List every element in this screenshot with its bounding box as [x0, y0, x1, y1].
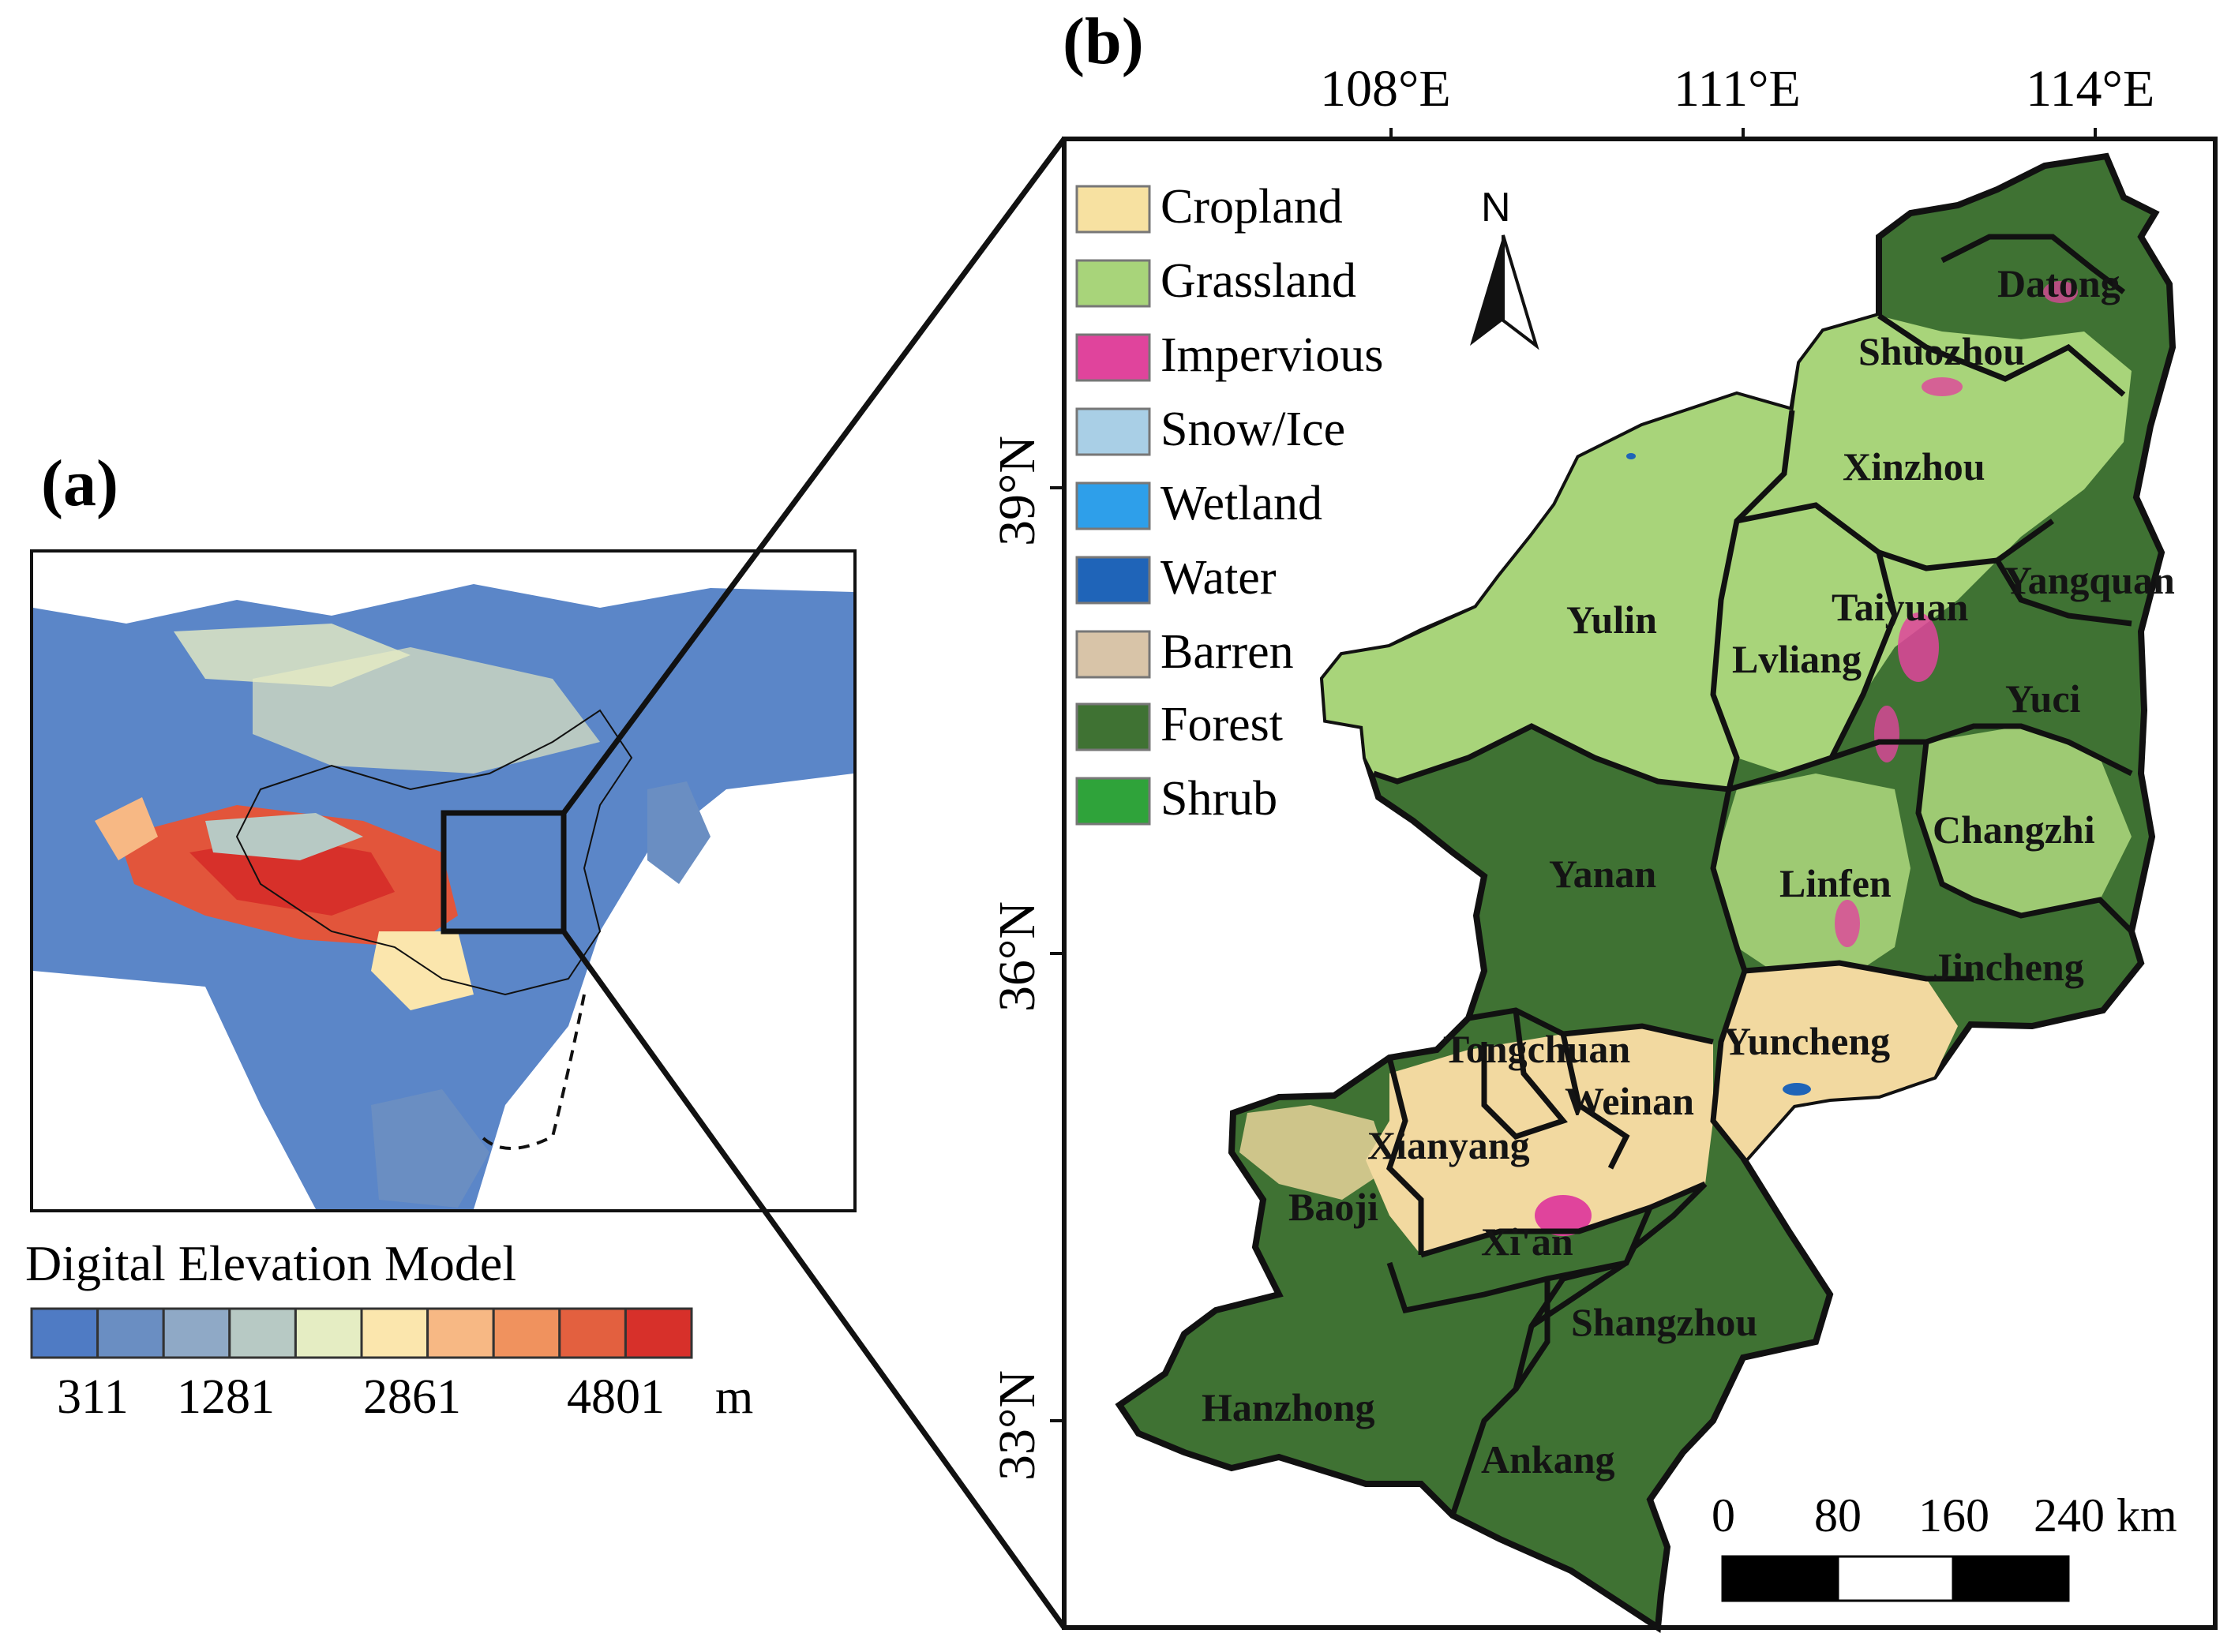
city-label: Datong — [1997, 261, 2120, 305]
legend-swatch-cropland — [1075, 185, 1151, 234]
city-label: Yuncheng — [1723, 1019, 1890, 1063]
dem-tick-1281: 1281 — [177, 1370, 275, 1424]
dem-legend-title: Digital Elevation Model — [25, 1235, 516, 1291]
city-label: Jincheng — [1933, 945, 2084, 989]
lon-label-111: 111°E — [1674, 60, 1801, 118]
legend-swatch-snow-ice — [1075, 407, 1151, 456]
city-label: Linfen — [1779, 861, 1892, 905]
study-region-map — [1115, 152, 2177, 1633]
north-arrow-label: N — [1481, 185, 1511, 230]
legend-swatch-shrub — [1075, 777, 1151, 826]
legend-label-shrub: Shrub — [1160, 772, 1277, 826]
city-label: Xi'an — [1481, 1219, 1573, 1264]
dem-colorbar-segment — [96, 1307, 165, 1359]
north-arrow: N — [1470, 185, 1539, 350]
legend-label-snow-ice: Snow/Ice — [1160, 403, 1345, 456]
city-label: Yuci — [2005, 676, 2081, 721]
legend-swatch-wetland — [1075, 481, 1151, 530]
legend-swatch-forest — [1075, 702, 1151, 751]
dem-tick-2861: 2861 — [363, 1370, 461, 1424]
city-label: Taiyuan — [1832, 585, 1968, 629]
scale-label-80: 80 — [1814, 1489, 1862, 1541]
dem-colorbar-segment — [492, 1307, 561, 1359]
city-label: Yanan — [1549, 852, 1656, 896]
city-label: Ankang — [1481, 1437, 1615, 1482]
legend-label-wetland: Wetland — [1160, 477, 1322, 530]
city-label: Weinan — [1565, 1079, 1694, 1123]
legend-swatch-grassland — [1075, 259, 1151, 308]
dem-tick-311: 311 — [57, 1370, 129, 1424]
legend-swatch-water — [1075, 556, 1151, 605]
dem-unit: m — [715, 1370, 753, 1424]
dem-tick-4801: 4801 — [567, 1370, 665, 1424]
dem-colorbar-segment — [30, 1307, 99, 1359]
legend-swatch-impervious — [1075, 333, 1151, 382]
city-label: Lvliang — [1732, 637, 1862, 681]
lon-label-114: 114°E — [2026, 60, 2154, 118]
dem-colorbar-segment — [228, 1307, 297, 1359]
city-label: Tongchuan — [1443, 1027, 1630, 1071]
city-label: Yangquan — [2004, 558, 2175, 602]
dem-colorbar-segment — [360, 1307, 429, 1359]
city-label: Changzhi — [1933, 807, 2095, 852]
legend-label-forest: Forest — [1160, 698, 1283, 751]
asia-elevation-map — [30, 549, 857, 1212]
legend-swatch-barren — [1075, 630, 1151, 679]
panel-a-label: (a) — [41, 447, 118, 520]
scale-label-240: 240 km — [2034, 1489, 2177, 1541]
landcover-legend: Cropland Grassland Impervious Snow/Ice W… — [1075, 180, 1383, 826]
city-label: Shuozhou — [1858, 329, 2025, 373]
lat-label-39: 39°N — [988, 436, 1046, 546]
city-label: Xianyang — [1367, 1123, 1530, 1167]
scale-label-160: 160 — [1918, 1489, 1989, 1541]
dem-colorbar-segment — [426, 1307, 495, 1359]
scale-bar: 0 80 160 240 km — [1712, 1489, 2177, 1602]
lat-label-36: 36°N — [988, 901, 1046, 1012]
legend-label-barren: Barren — [1160, 625, 1294, 679]
city-label: Xinzhou — [1843, 444, 1985, 489]
legend-label-cropland: Cropland — [1160, 180, 1343, 234]
legend-label-water: Water — [1160, 551, 1277, 605]
city-label: Shangzhou — [1571, 1300, 1757, 1344]
lon-label-108: 108°E — [1320, 60, 1451, 118]
city-labels: Datong Shuozhou Xinzhou Yangquan Taiyuan… — [1202, 261, 2175, 1482]
dem-colorbar-segment — [294, 1307, 363, 1359]
legend-label-grassland: Grassland — [1160, 254, 1356, 308]
city-label: Baoji — [1288, 1185, 1378, 1229]
city-label: Yulin — [1566, 597, 1657, 642]
lat-label-33: 33°N — [988, 1370, 1046, 1481]
dem-colorbar-segment — [624, 1307, 693, 1359]
legend-label-impervious: Impervious — [1160, 328, 1383, 382]
dem-colorbar-segment — [558, 1307, 627, 1359]
dem-colorbar-segment — [162, 1307, 231, 1359]
scale-label-0: 0 — [1712, 1489, 1735, 1541]
panel-b-label: (b) — [1063, 5, 1144, 78]
north-arrow-icon — [1470, 234, 1539, 350]
dem-colorbar — [30, 1307, 693, 1359]
city-label: Hanzhong — [1202, 1385, 1375, 1429]
